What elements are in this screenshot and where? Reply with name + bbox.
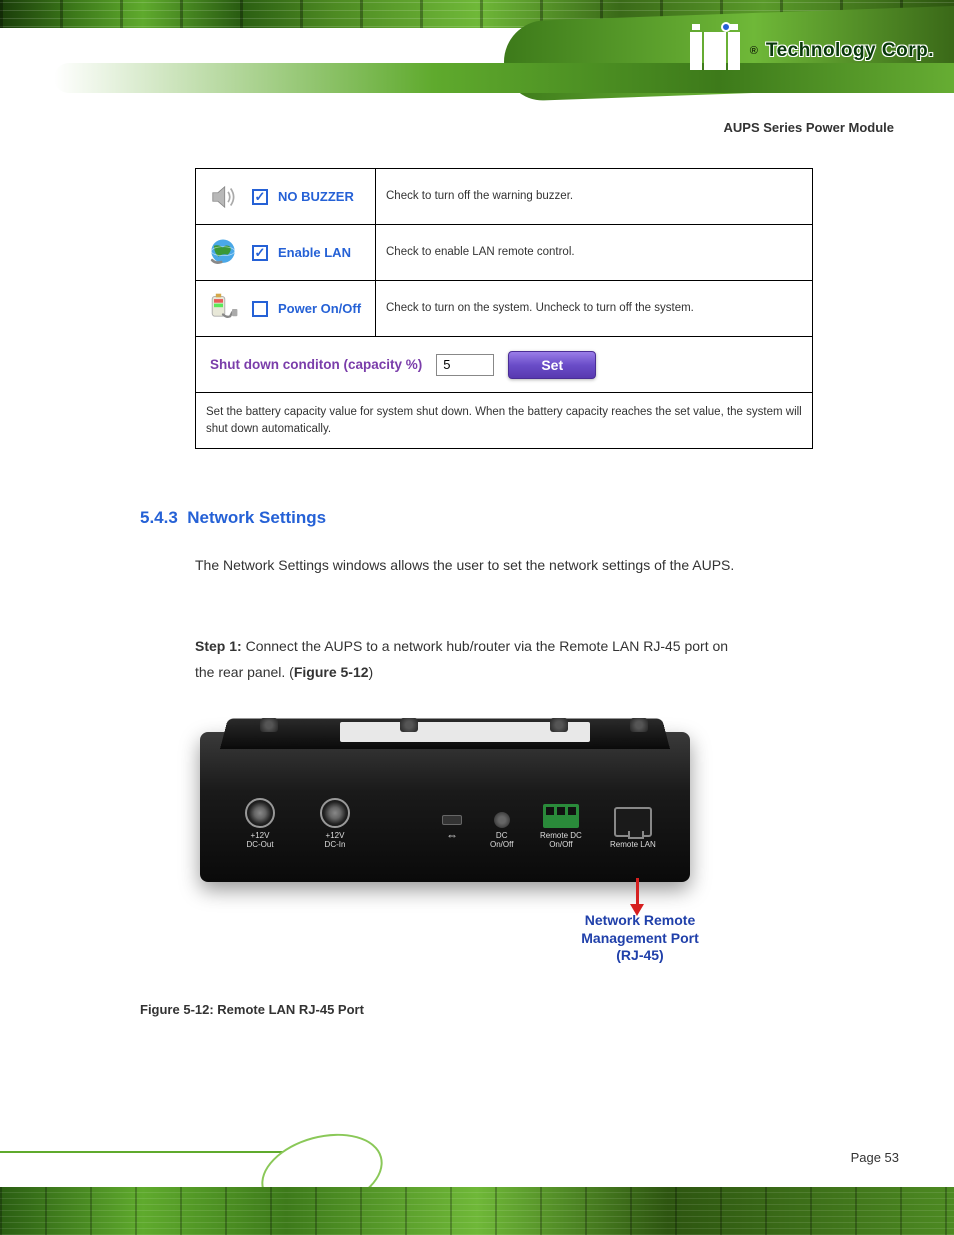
step-1: Step 1: Connect the AUPS to a network hu… [195,634,835,686]
globe-icon [204,234,242,272]
option-cell: Enable LAN [196,225,376,281]
table-row: Set the battery capacity value for syste… [196,393,813,449]
table-row: Enable LAN Check to enable LAN remote co… [196,225,813,281]
section-heading: 5.4.3 Network Settings [140,508,326,528]
shutdown-label: Shut down conditon (capacity %) [210,357,422,372]
table-row: Shut down conditon (capacity %) Set [196,337,813,393]
remote-dc-port: Remote DCOn/Off [540,804,582,850]
usb-port: ⇔ [442,815,462,842]
table-row: Power On/Off Check to turn on the system… [196,281,813,337]
option-description: Check to turn on the system. Uncheck to … [376,281,813,337]
footer-pcb-texture [0,1187,954,1235]
option-label: NO BUZZER [278,189,354,204]
footer-decoration [0,1125,954,1235]
shutdown-description: Set the battery capacity value for syste… [196,393,813,449]
table-row: NO BUZZER Check to turn off the warning … [196,169,813,225]
set-button[interactable]: Set [508,351,596,379]
options-table: NO BUZZER Check to turn off the warning … [195,168,813,449]
battery-plug-icon [204,290,242,328]
no-buzzer-checkbox[interactable] [252,189,268,205]
dc-out-port: +12VDC-Out [245,798,275,850]
arrow-indicator [630,878,644,916]
shutdown-cell: Shut down conditon (capacity %) Set [196,337,813,393]
step-text: Connect the AUPS to a network hub/router… [195,638,728,680]
section-title: Network Settings [187,508,326,527]
option-description: Check to enable LAN remote control. [376,225,813,281]
logo-text: Technology Corp. [766,40,934,62]
option-label: Power On/Off [278,301,361,316]
step-number: Step 1: [195,638,242,654]
iei-logo [688,32,742,70]
remote-lan-port: Remote LAN [610,807,656,850]
option-cell: NO BUZZER [196,169,376,225]
logo-reg: ® [750,45,758,57]
page-title: AUPS Series Power Module [724,120,895,135]
enable-lan-checkbox[interactable] [252,245,268,261]
section-intro: The Network Settings windows allows the … [195,553,815,579]
arrow-label: Network RemoteManagement Port(RJ-45) [540,912,740,965]
power-onoff-checkbox[interactable] [252,301,268,317]
shutdown-input[interactable] [436,354,494,376]
section-number: 5.4.3 [140,508,178,527]
dc-onoff-port: DCOn/Off [490,812,513,850]
option-label: Enable LAN [278,245,351,260]
logo-area: ® Technology Corp. [688,32,934,70]
figure-caption: Figure 5-12: Remote LAN RJ-45 Port [140,1002,364,1017]
header-decoration: ® Technology Corp. [0,0,954,110]
option-cell: Power On/Off [196,281,376,337]
option-description: Check to turn off the warning buzzer. [376,169,813,225]
device-photo: +12VDC-Out +12VDC-In ⇔ DCOn/Off Remote D… [200,732,700,882]
dc-in-port: +12VDC-In [320,798,350,850]
speaker-icon [204,178,242,216]
